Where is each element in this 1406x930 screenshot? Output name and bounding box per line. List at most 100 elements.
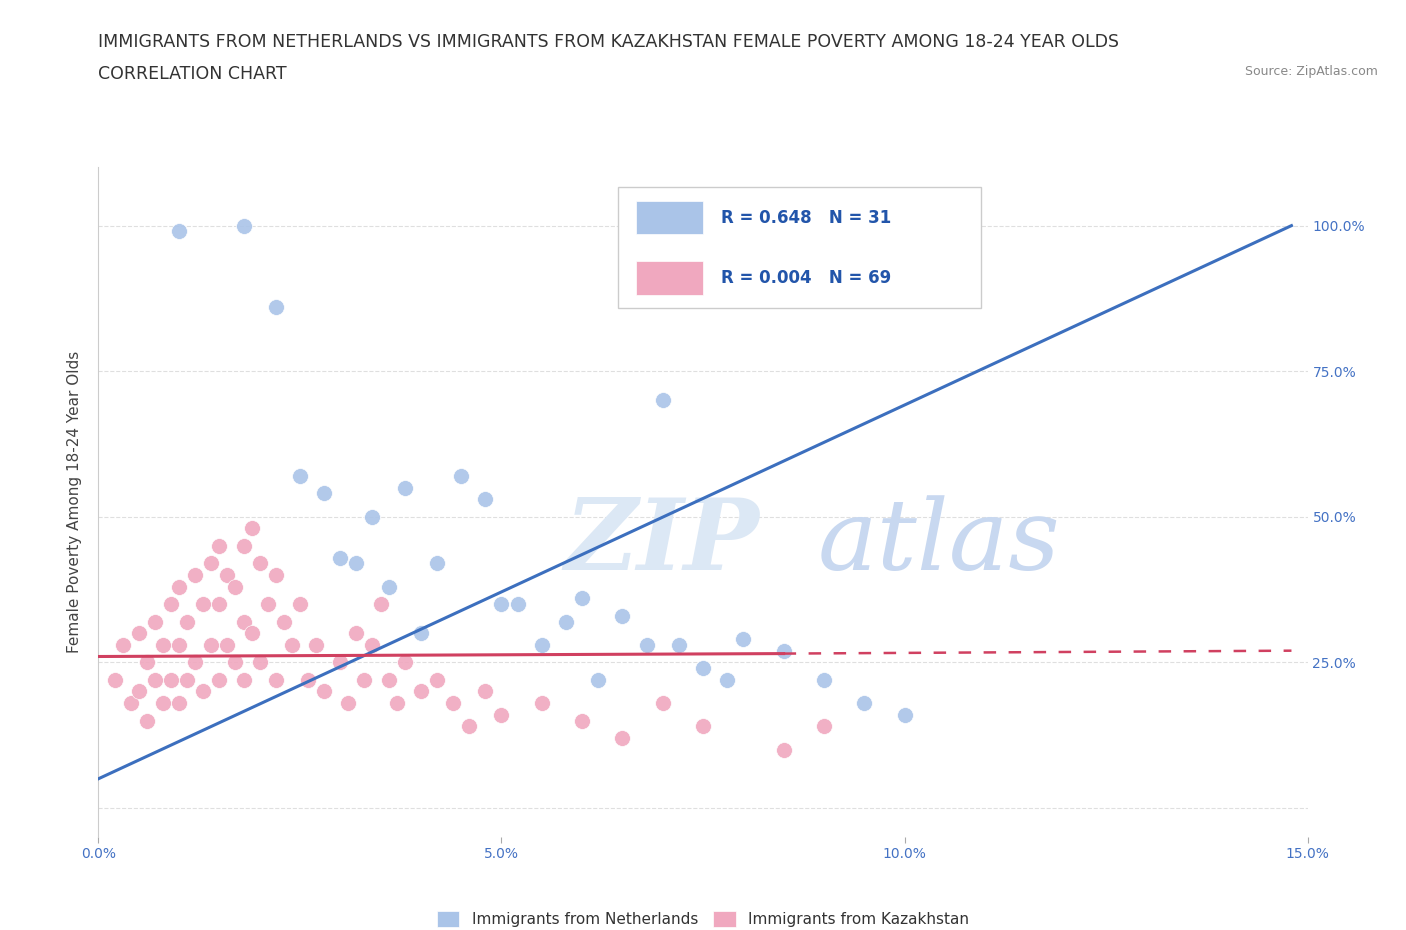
Point — [297, 672, 319, 687]
Point — [813, 672, 835, 687]
Text: IMMIGRANTS FROM NETHERLANDS VS IMMIGRANTS FROM KAZAKHSTAN FEMALE POVERTY AMONG 1: IMMIGRANTS FROM NETHERLANDS VS IMMIGRANT… — [98, 33, 1119, 50]
Point — [135, 713, 157, 728]
Point — [409, 684, 432, 698]
Point — [111, 637, 134, 652]
Point — [200, 637, 222, 652]
Point — [120, 696, 142, 711]
Point — [329, 550, 352, 565]
Point — [441, 696, 464, 711]
Point — [288, 469, 311, 484]
Text: atlas: atlas — [818, 495, 1060, 590]
Point — [256, 597, 278, 612]
Text: R = 0.004   N = 69: R = 0.004 N = 69 — [721, 269, 891, 286]
Point — [249, 556, 271, 571]
Point — [692, 660, 714, 675]
Point — [636, 637, 658, 652]
Point — [385, 696, 408, 711]
Point — [232, 614, 254, 629]
Point — [264, 299, 287, 314]
Point — [506, 597, 529, 612]
Point — [409, 626, 432, 641]
Point — [281, 637, 304, 652]
Point — [692, 719, 714, 734]
Point — [160, 672, 183, 687]
Point — [184, 567, 207, 582]
Point — [716, 672, 738, 687]
Point — [208, 672, 231, 687]
Point — [491, 708, 513, 723]
Y-axis label: Female Poverty Among 18-24 Year Olds: Female Poverty Among 18-24 Year Olds — [67, 352, 83, 654]
Point — [128, 626, 150, 641]
Text: ZIP: ZIP — [564, 494, 759, 591]
Point — [208, 597, 231, 612]
Point — [612, 731, 634, 746]
Point — [668, 637, 690, 652]
Text: Source: ZipAtlas.com: Source: ZipAtlas.com — [1244, 65, 1378, 78]
Point — [264, 567, 287, 582]
Point — [232, 672, 254, 687]
Point — [772, 644, 794, 658]
Point — [612, 608, 634, 623]
Point — [167, 224, 190, 239]
Point — [288, 597, 311, 612]
Point — [128, 684, 150, 698]
Point — [530, 637, 553, 652]
Point — [344, 626, 367, 641]
Point — [232, 538, 254, 553]
Point — [135, 655, 157, 670]
Bar — [637, 261, 703, 295]
Point — [555, 614, 578, 629]
Point — [813, 719, 835, 734]
Point — [200, 556, 222, 571]
Text: R = 0.648   N = 31: R = 0.648 N = 31 — [721, 208, 891, 227]
Point — [305, 637, 328, 652]
Point — [733, 631, 755, 646]
Point — [314, 486, 336, 501]
Point — [893, 708, 915, 723]
Point — [329, 655, 352, 670]
Point — [353, 672, 375, 687]
Point — [474, 492, 496, 507]
Point — [458, 719, 481, 734]
Point — [530, 696, 553, 711]
Point — [474, 684, 496, 698]
Point — [224, 655, 246, 670]
Point — [344, 556, 367, 571]
Point — [853, 696, 876, 711]
Point — [152, 637, 174, 652]
Point — [491, 597, 513, 612]
Point — [249, 655, 271, 670]
Point — [450, 469, 472, 484]
Point — [152, 696, 174, 711]
Point — [361, 637, 384, 652]
Point — [176, 614, 198, 629]
Point — [370, 597, 392, 612]
Point — [160, 597, 183, 612]
Point — [193, 597, 215, 612]
Point — [143, 672, 166, 687]
Point — [217, 637, 239, 652]
Point — [361, 510, 384, 525]
Point — [193, 684, 215, 698]
Point — [772, 742, 794, 757]
Point — [377, 579, 399, 594]
Point — [143, 614, 166, 629]
Point — [651, 696, 673, 711]
Point — [240, 521, 263, 536]
Point — [426, 556, 449, 571]
Point — [394, 655, 416, 670]
Point — [208, 538, 231, 553]
Point — [651, 392, 673, 407]
Text: CORRELATION CHART: CORRELATION CHART — [98, 65, 287, 83]
Point — [571, 591, 593, 605]
Point — [337, 696, 360, 711]
Point — [167, 637, 190, 652]
Point — [394, 480, 416, 495]
Point — [240, 626, 263, 641]
Point — [377, 672, 399, 687]
Point — [224, 579, 246, 594]
Legend: Immigrants from Netherlands, Immigrants from Kazakhstan: Immigrants from Netherlands, Immigrants … — [430, 905, 976, 930]
Point — [103, 672, 125, 687]
Point — [264, 672, 287, 687]
Bar — [637, 201, 703, 234]
